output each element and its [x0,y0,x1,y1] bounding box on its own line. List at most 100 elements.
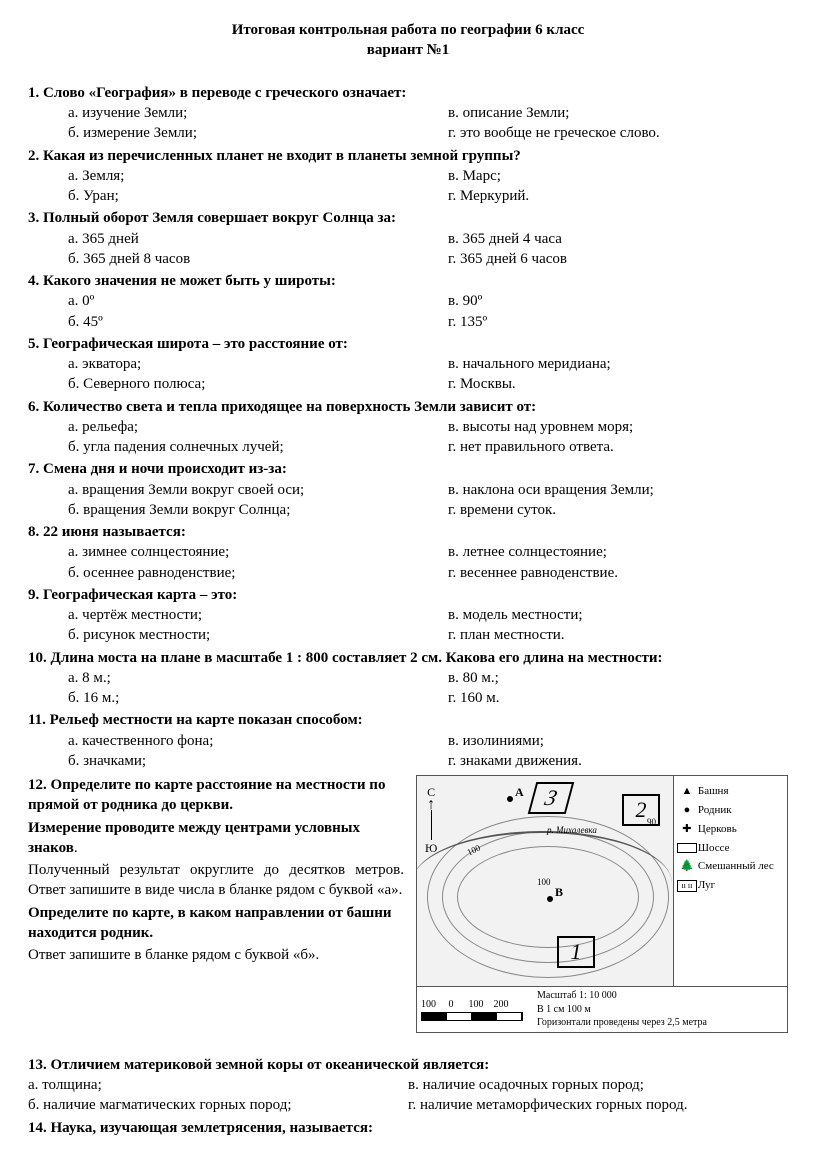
option-v: в. 80 м.; [448,668,788,688]
q12-p3: Полученный результат округлите до десятк… [28,862,404,898]
option-b: б. 365 дней 8 часов [68,249,408,269]
river-label: р. Михалевка [547,824,597,836]
point-b: В [555,884,563,900]
question-line: 4. Какого значения не может быть у широт… [28,271,788,291]
scale-sub2: Горизонтали проведены через 2,5 метра [537,1016,707,1030]
options-row: а. рельефа;б. угла падения солнечных луч… [28,417,788,458]
option-a: а. чертёж местности; [68,605,408,625]
q12-p2b: . [74,840,78,856]
options-row: а. 0ºб. 45ºв. 90ºг. 135º [28,291,788,332]
legend-road: Шоссе [698,841,730,856]
question-line: 2. Какая из перечисленных планет не вход… [28,146,788,166]
legend-church: Церковь [698,822,737,837]
zone-1: 1 [557,936,595,968]
option-g: г. весеннее равноденствие. [448,563,788,583]
options-row: а. 8 м.;б. 16 м.; в. 80 м.;г. 160 м. [28,668,788,709]
options-row: а. экватора;б. Северного полюса;в. начал… [28,354,788,395]
option-g: г. нет правильного ответа. [448,437,788,457]
tower-icon: ▲ [676,784,698,799]
option-v: в. высоты над уровнем моря; [448,417,788,437]
option-v: в. описание Земли; [448,103,788,123]
q13-opt-g: г. наличие метаморфических горных пород. [408,1095,788,1115]
option-g: г. 160 м. [448,688,788,708]
legend-spring: Родник [698,803,732,818]
q12-p4: Определите по карте, в каком направлении… [28,905,392,941]
road-icon [676,843,698,853]
options-row: а. чертёж местности;б. рисунок местности… [28,605,788,646]
compass: С ↑ Ю [425,784,437,856]
q12-p1: Определите по карте расстояние на местно… [28,777,385,813]
option-b: б. осеннее равноденствие; [68,563,408,583]
q13-opt-b: б. наличие магматических горных пород; [28,1095,408,1115]
question-line: 7. Смена дня и ночи происходит из-за: [28,459,788,479]
option-b: б. Северного полюса; [68,374,408,394]
option-g: г. Москвы. [448,374,788,394]
option-a: а. рельефа; [68,417,408,437]
question-line: 3. Полный оборот Земля совершает вокруг … [28,208,788,228]
q12-num: 12. [28,777,47,793]
option-g: г. знаками движения. [448,751,788,771]
map-scale: 100 0 100 200 Масштаб 1: 10 000 В 1 см 1… [417,986,787,1032]
option-v: в. 365 дней 4 часа [448,229,788,249]
option-a: а. Земля; [68,166,408,186]
option-a: а. 365 дней [68,229,408,249]
church-icon: ✚ [676,822,698,837]
option-b: б. рисунок местности; [68,625,408,645]
scale-title: Масштаб 1: 10 000 [537,989,707,1003]
option-b: б. значками; [68,751,408,771]
option-g: г. план местности. [448,625,788,645]
spring-icon: ● [676,803,698,818]
scalebar [421,1012,523,1021]
option-v: в. наклона оси вращения Земли; [448,480,788,500]
question-line: 11. Рельеф местности на карте показан сп… [28,710,788,730]
options-row: а. зимнее солнцестояние;б. осеннее равно… [28,542,788,583]
question-line: 8. 22 июня называется: [28,522,788,542]
q12-p2a: Измерение проводите между центрами услов… [28,820,360,856]
option-g: г. Меркурий. [448,186,788,206]
option-b: б. 45º [68,312,408,332]
option-a: а. 8 м.; [68,668,408,688]
options-row: а. Земля;б. Уран;в. Марс;г. Меркурий. [28,166,788,207]
option-a: а. изучение Земли; [68,103,408,123]
q12-text: 12. Определите по карте расстояние на ме… [28,775,416,967]
option-b: б. вращения Земли вокруг Солнца; [68,500,408,520]
options-row: а. вращения Земли вокруг своей оси;б. вр… [28,480,788,521]
legend-forest: Смешанный лес [698,859,774,874]
option-v: в. Марс; [448,166,788,186]
legend-meadow: Луг [698,878,715,893]
map-legend: ▲Башня ●Родник ✚Церковь Шоссе 🌲Смешанный… [674,776,787,986]
meadow-icon: ıı ıı [676,880,698,892]
zone-3: 3 [528,782,575,814]
scale-nums: 100 0 100 200 [421,998,529,1012]
option-g: г. времени суток. [448,500,788,520]
option-b: б. угла падения солнечных лучей; [68,437,408,457]
doc-title-2: вариант №1 [28,40,788,60]
option-b: б. измерение Земли; [68,123,408,143]
q13-line: 13. Отличием материковой земной коры от … [28,1055,788,1075]
map-figure: С ↑ Ю р. Михалевка А В 3 2 1 100 100 [416,775,788,1033]
map-canvas: С ↑ Ю р. Михалевка А В 3 2 1 100 100 [417,776,674,986]
question-line: 5. Географическая широта – это расстояни… [28,334,788,354]
legend-tower: Башня [698,784,729,799]
q14-num: 14. [28,1120,47,1136]
option-a: а. вращения Земли вокруг своей оси; [68,480,408,500]
question-line: 10. Длина моста на плане в масштабе 1 : … [28,648,788,668]
point-a: А [515,784,524,800]
forest-icon: 🌲 [676,859,698,874]
options-row: а. изучение Земли;б. измерение Земли; в. … [28,103,788,144]
q13-text: Отличием материковой земной коры от океа… [51,1057,490,1073]
q13-opt-a: а. толщина; [28,1075,408,1095]
scale-sub1: В 1 см 100 м [537,1003,707,1017]
option-v: в. 90º [448,291,788,311]
doc-title-1: Итоговая контрольная работа по географии… [28,20,788,40]
option-v: в. начального меридиана; [448,354,788,374]
q12-p5: Ответ запишите в бланке рядом с буквой «… [28,947,319,963]
options-row: а. 365 днейб. 365 дней 8 часов в. 365 дне… [28,229,788,270]
q14-line: 14. Наука, изучающая землетрясения, назы… [28,1118,788,1138]
question-line: 6. Количество света и тепла приходящее н… [28,397,788,417]
options-row: а. качественного фона;б. значками;в. изо… [28,731,788,772]
q13-opt-v: в. наличие осадочных горных пород; [408,1075,788,1095]
option-g: г. 365 дней 6 часов [448,249,788,269]
option-b: б. 16 м.; [68,688,408,708]
option-v: в. изолиниями; [448,731,788,751]
